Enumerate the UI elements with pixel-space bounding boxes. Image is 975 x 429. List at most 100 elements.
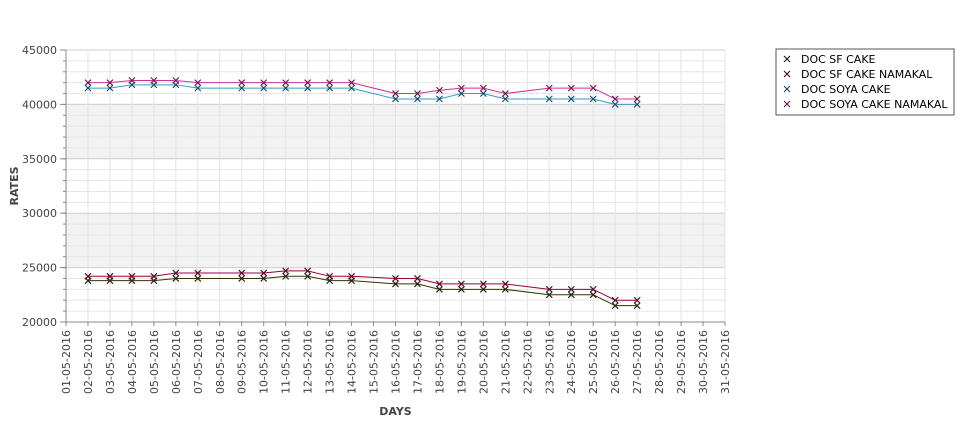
point-marker bbox=[260, 84, 268, 92]
x-tick-label: 24-05-2016 bbox=[565, 330, 578, 394]
x-tick-label: 09-05-2016 bbox=[236, 330, 249, 394]
point-marker bbox=[567, 95, 575, 103]
point-marker bbox=[589, 95, 597, 103]
point-marker bbox=[633, 95, 641, 103]
point-marker bbox=[501, 95, 509, 103]
point-marker bbox=[501, 90, 509, 97]
point-marker bbox=[194, 84, 202, 92]
point-marker bbox=[545, 291, 553, 299]
point-marker bbox=[282, 267, 290, 275]
point-marker bbox=[783, 100, 791, 108]
x-tick-label: 31-05-2016 bbox=[719, 330, 732, 394]
x-tick-label: 04-05-2016 bbox=[126, 330, 139, 394]
y-tick-label: 35000 bbox=[22, 153, 57, 166]
point-marker bbox=[414, 95, 421, 103]
point-marker bbox=[326, 272, 334, 280]
point-marker bbox=[457, 90, 465, 97]
point-marker bbox=[260, 275, 268, 282]
grid-lines bbox=[65, 49, 726, 323]
point-marker bbox=[457, 84, 465, 92]
series-line bbox=[87, 79, 638, 100]
point-marker bbox=[457, 280, 465, 288]
point-marker bbox=[567, 285, 575, 293]
x-tick-labels: 01-05-2016 02-05-2016 03-05-2016 04-05-2016… bbox=[60, 330, 732, 394]
x-tick-label: 21-05-2016 bbox=[499, 330, 512, 394]
x-tick-label: 19-05-2016 bbox=[455, 330, 468, 394]
series-line bbox=[87, 275, 638, 307]
x-tick-label: 03-05-2016 bbox=[104, 330, 117, 394]
point-marker bbox=[348, 79, 355, 87]
y-tick-labels: 20000 25000 30000 35000 40000 45000 bbox=[22, 44, 57, 329]
x-tick-label: 18-05-2016 bbox=[433, 330, 446, 394]
point-marker bbox=[84, 79, 92, 87]
x-tick-label: 26-05-2016 bbox=[609, 330, 622, 394]
y-axis-label: RATES bbox=[8, 166, 21, 205]
point-marker bbox=[348, 84, 355, 92]
point-marker bbox=[414, 280, 421, 288]
x-tick-label: 06-05-2016 bbox=[170, 330, 183, 394]
point-marker bbox=[436, 86, 443, 94]
point-marker bbox=[501, 280, 509, 288]
point-marker bbox=[567, 84, 575, 92]
x-tick-label: 25-05-2016 bbox=[587, 330, 600, 394]
x-tick-label: 30-05-2016 bbox=[697, 330, 710, 394]
point-marker bbox=[84, 272, 92, 280]
point-marker bbox=[326, 84, 334, 92]
point-marker bbox=[84, 84, 92, 92]
x-tick-label: 16-05-2016 bbox=[390, 330, 403, 394]
legend-label: DOC SF CAKE bbox=[801, 53, 876, 66]
point-marker bbox=[282, 84, 290, 92]
axes bbox=[60, 49, 726, 326]
series-3 bbox=[84, 77, 641, 103]
x-tick-label: 01-05-2016 bbox=[60, 330, 73, 394]
point-marker bbox=[304, 272, 312, 280]
point-marker bbox=[172, 77, 180, 84]
y-tick-label: 25000 bbox=[22, 262, 57, 275]
point-marker bbox=[194, 269, 202, 277]
point-marker bbox=[611, 95, 619, 103]
point-marker bbox=[479, 84, 487, 92]
series-1 bbox=[84, 267, 641, 304]
point-marker bbox=[172, 269, 180, 277]
point-marker bbox=[282, 79, 290, 87]
point-marker bbox=[545, 84, 553, 92]
point-marker bbox=[611, 100, 619, 108]
point-marker bbox=[392, 95, 399, 103]
point-marker bbox=[304, 84, 312, 92]
x-tick-label: 23-05-2016 bbox=[543, 330, 556, 394]
point-marker bbox=[106, 84, 114, 92]
point-marker bbox=[436, 95, 443, 103]
point-marker bbox=[392, 275, 399, 282]
x-tick-label: 11-05-2016 bbox=[280, 330, 293, 394]
point-marker bbox=[304, 267, 312, 275]
point-marker bbox=[172, 275, 180, 282]
y-tick-label: 30000 bbox=[22, 207, 57, 220]
point-marker bbox=[611, 302, 619, 310]
point-marker bbox=[457, 285, 465, 293]
legend-item: DOC SOYA CAKE bbox=[783, 83, 891, 96]
y-tick-label: 45000 bbox=[22, 44, 57, 57]
point-marker bbox=[545, 95, 553, 103]
x-tick-label: 10-05-2016 bbox=[258, 330, 271, 394]
x-tick-label: 20-05-2016 bbox=[477, 330, 490, 394]
point-marker bbox=[238, 84, 246, 92]
legend-label: DOC SOYA CAKE NAMAKAL bbox=[801, 98, 948, 111]
x-tick-label: 08-05-2016 bbox=[214, 330, 227, 394]
point-marker bbox=[128, 272, 136, 280]
point-marker bbox=[501, 285, 509, 293]
point-marker bbox=[783, 70, 791, 78]
point-marker bbox=[479, 90, 487, 97]
point-marker bbox=[633, 296, 641, 304]
legend-box bbox=[775, 48, 955, 116]
point-marker bbox=[106, 272, 114, 280]
x-tick-label: 28-05-2016 bbox=[653, 330, 666, 394]
y-tick-label: 20000 bbox=[22, 316, 57, 329]
point-marker bbox=[128, 77, 136, 84]
point-marker bbox=[633, 100, 641, 108]
x-tick-label: 07-05-2016 bbox=[192, 330, 205, 394]
y-tick-label: 40000 bbox=[22, 98, 57, 111]
point-marker bbox=[414, 275, 421, 282]
point-marker bbox=[150, 77, 158, 84]
x-tick-label: 02-05-2016 bbox=[82, 330, 95, 394]
